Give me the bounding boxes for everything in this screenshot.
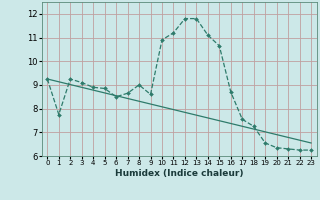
X-axis label: Humidex (Indice chaleur): Humidex (Indice chaleur) [115,169,244,178]
